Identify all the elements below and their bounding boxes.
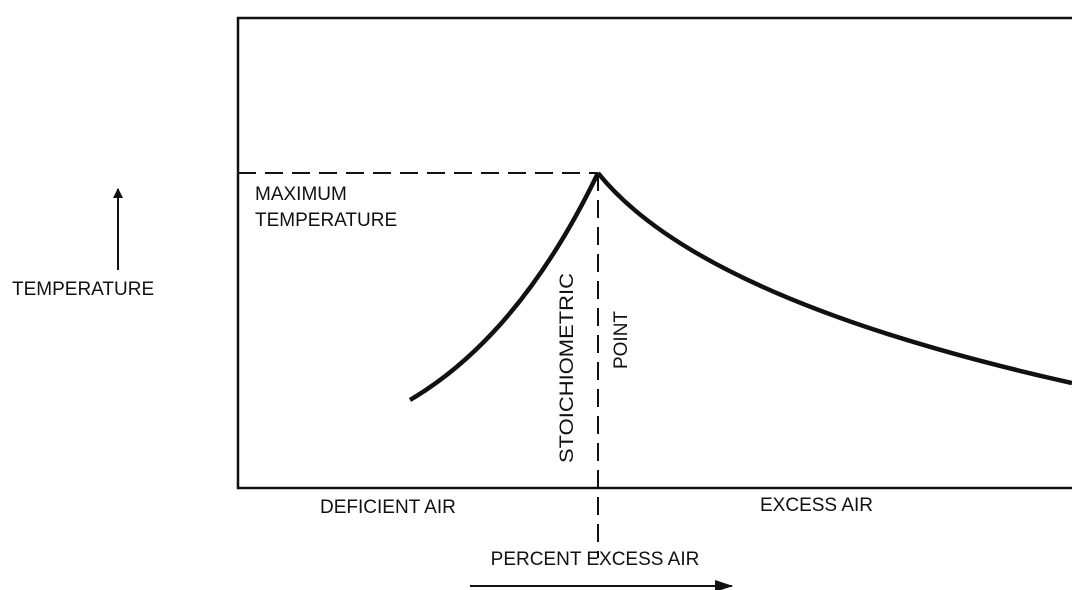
region-label: EXCESS AIR <box>760 495 873 516</box>
max-label: TEMPERATURE <box>255 210 397 231</box>
region-label: DEFICIENT AIR <box>320 497 456 518</box>
curve-excess <box>596 171 1072 386</box>
y-axis-label: TEMPERATURE <box>12 279 154 300</box>
curve-deficient <box>408 172 601 402</box>
stoich-label: POINT <box>611 311 632 369</box>
plot-frame <box>236 16 1072 490</box>
x-axis-label: PERCENT EXCESS AIR <box>491 549 700 570</box>
stoich-label: STOICHIOMETRIC <box>557 273 578 463</box>
max-label: MAXIMUM <box>255 184 347 205</box>
